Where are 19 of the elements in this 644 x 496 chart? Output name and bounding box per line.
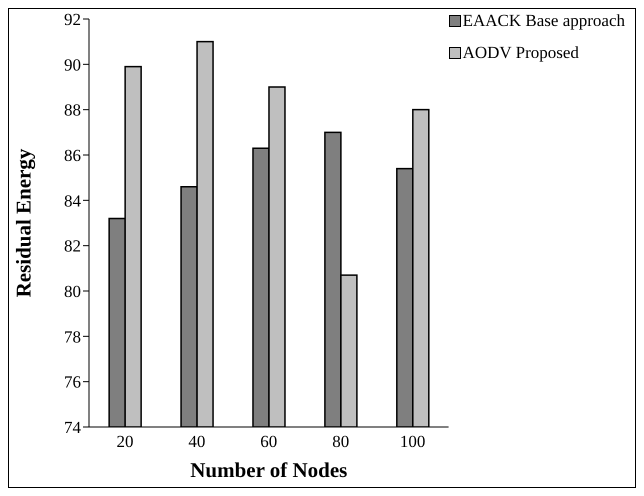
- y-tick-label: 74: [64, 418, 82, 438]
- x-tick-label: 60: [260, 432, 278, 452]
- x-tick-label: 100: [400, 432, 426, 452]
- y-tick-label: 80: [64, 282, 81, 302]
- y-tick-label: 90: [64, 55, 81, 74]
- y-axis-title: Residual Energy: [11, 148, 36, 298]
- y-tick-label: 78: [64, 327, 81, 346]
- y-tick-label: 86: [64, 146, 81, 166]
- y-tick-label: 92: [64, 10, 81, 30]
- x-axis-title: Number of Nodes: [190, 458, 348, 482]
- legend-label: EAACK Base approach: [462, 11, 625, 31]
- y-tick-label: 82: [64, 236, 81, 256]
- y-tick-label: 88: [64, 100, 81, 120]
- legend-label: AODV Proposed: [462, 43, 579, 63]
- y-tick-label: 84: [64, 191, 82, 210]
- y-tick-label: 76: [64, 372, 81, 392]
- x-tick-label: 80: [332, 432, 350, 452]
- x-tick-label: 40: [188, 432, 206, 452]
- x-tick-label: 20: [116, 432, 134, 452]
